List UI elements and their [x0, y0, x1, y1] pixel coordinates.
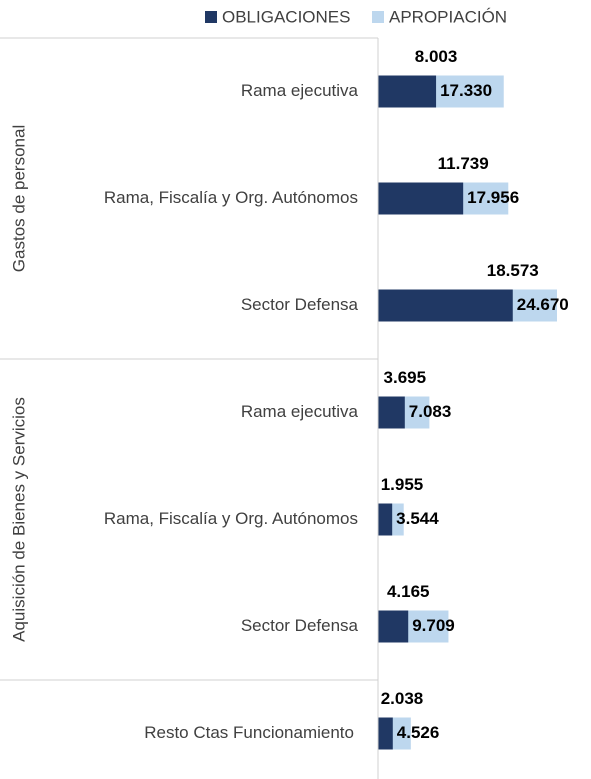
legend-label: OBLIGACIONES: [222, 7, 350, 26]
legend-swatch: [205, 11, 217, 23]
value-label: 7.083: [409, 402, 452, 421]
bar: [378, 182, 464, 215]
bar: [378, 396, 405, 429]
bar: [378, 75, 437, 108]
value-label: 8.003: [415, 47, 458, 66]
value-label: 9.709: [412, 616, 455, 635]
category-label: Rama ejecutiva: [241, 402, 359, 421]
bar: [378, 717, 393, 750]
value-label: 24.670: [517, 295, 569, 314]
value-label: 17.330: [440, 81, 492, 100]
bar: [378, 289, 513, 322]
value-label: 11.739: [438, 154, 489, 173]
legend-label: APROPIACIÓN: [389, 7, 507, 26]
bar: [378, 503, 393, 536]
category-label: Sector Defensa: [241, 295, 359, 314]
value-label: 4.526: [397, 723, 440, 742]
value-label: 17.956: [467, 188, 519, 207]
value-label: 4.165: [387, 582, 430, 601]
category-label: Resto Ctas Funcionamiento: [144, 723, 354, 742]
legend-swatch: [372, 11, 384, 23]
value-label: 18.573: [487, 261, 539, 280]
value-label: 2.038: [381, 689, 424, 708]
group-label: Gastos de personal: [9, 125, 28, 272]
category-label: Rama ejecutiva: [241, 81, 359, 100]
value-label: 3.544: [396, 509, 439, 528]
group-label: Aquisición de Bienes y Servicios: [9, 397, 28, 642]
bar: [378, 610, 409, 643]
category-label: Rama, Fiscalía y Org. Autónomos: [104, 509, 358, 528]
value-label: 3.695: [384, 368, 427, 387]
value-label: 1.955: [381, 475, 424, 494]
category-label: Sector Defensa: [241, 616, 359, 635]
category-label: Rama, Fiscalía y Org. Autónomos: [104, 188, 358, 207]
